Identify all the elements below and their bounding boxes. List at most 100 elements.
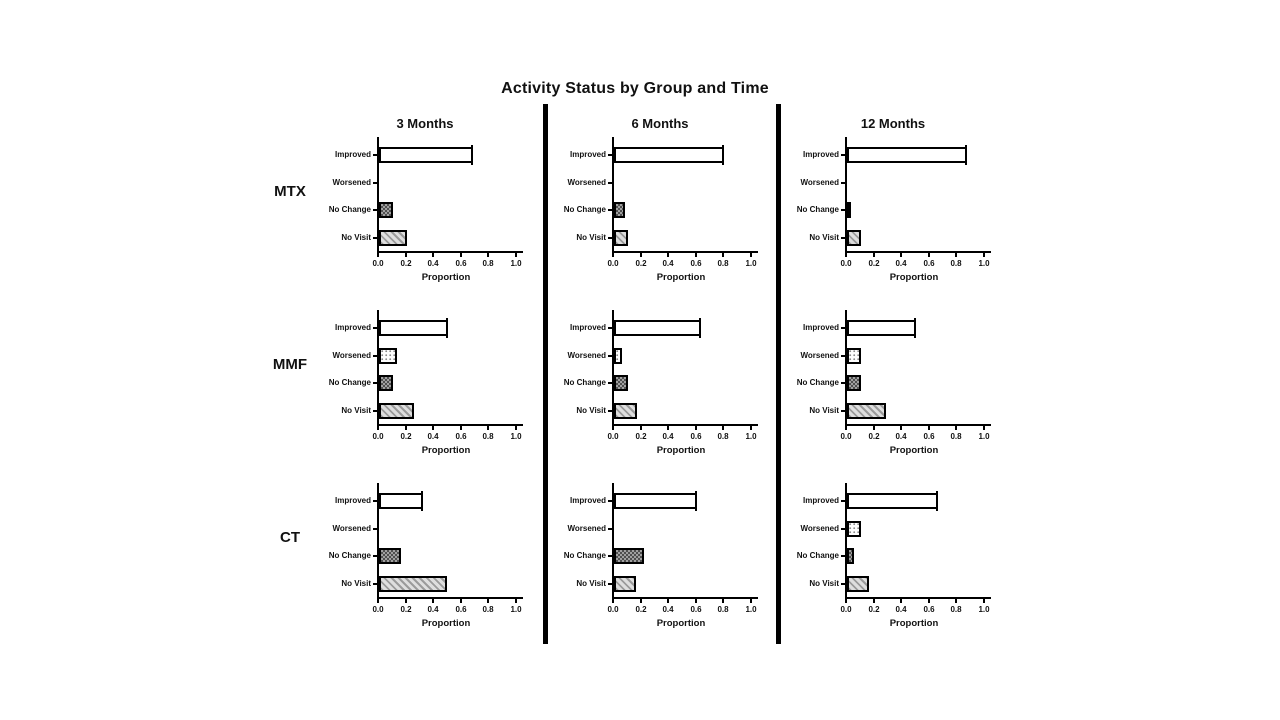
y-tick xyxy=(373,354,377,357)
bar-no-visit xyxy=(847,229,861,246)
bar-no-change xyxy=(379,548,401,564)
row-label-ct: CT xyxy=(280,529,300,546)
x-tick xyxy=(750,251,752,257)
bar-worsened xyxy=(847,347,861,364)
bar-improved xyxy=(379,320,448,336)
x-axis-label: Proportion xyxy=(889,272,939,283)
x-tick xyxy=(460,597,462,603)
x-tick-label: 0.6 xyxy=(455,432,467,441)
y-tick xyxy=(841,181,845,184)
x-tick xyxy=(983,424,985,430)
y-axis xyxy=(845,310,847,426)
x-tick xyxy=(667,251,669,257)
bar-improved xyxy=(614,493,697,509)
category-label-improved: Improved xyxy=(569,496,606,505)
x-tick xyxy=(515,251,517,257)
category-label-worsened: Worsened xyxy=(800,177,839,187)
x-tick-label: 0.8 xyxy=(717,259,729,268)
x-tick xyxy=(983,251,985,257)
y-tick xyxy=(373,527,377,530)
x-tick-label: 0.6 xyxy=(690,432,702,441)
x-tick xyxy=(900,424,902,430)
category-label-improved: Improved xyxy=(802,496,839,505)
bar-no-visit xyxy=(847,402,886,419)
x-tick-label: 0.2 xyxy=(868,605,880,614)
x-tick xyxy=(722,424,724,430)
bar-no-change xyxy=(379,375,393,391)
y-tick xyxy=(841,555,845,557)
bar-improved xyxy=(614,320,701,336)
x-tick-label: 0.2 xyxy=(400,432,412,441)
x-tick-label: 0.0 xyxy=(840,605,852,614)
category-label-worsened: Worsened xyxy=(332,523,371,533)
x-tick xyxy=(955,251,957,257)
y-tick xyxy=(841,236,845,239)
x-tick xyxy=(405,251,407,257)
x-tick-label: 0.0 xyxy=(607,432,619,441)
x-tick xyxy=(845,424,847,430)
y-axis xyxy=(377,310,379,426)
y-tick xyxy=(608,409,612,412)
x-tick-label: 1.0 xyxy=(510,259,522,268)
x-tick-label: 0.6 xyxy=(690,259,702,268)
x-tick-label: 0.0 xyxy=(372,259,384,268)
y-tick xyxy=(373,582,377,585)
x-tick-label: 1.0 xyxy=(978,259,990,268)
x-tick-label: 0.6 xyxy=(455,605,467,614)
x-tick-label: 0.0 xyxy=(607,605,619,614)
x-tick-label: 0.0 xyxy=(372,432,384,441)
category-label-no-visit: No Visit xyxy=(809,232,839,242)
x-tick-label: 0.8 xyxy=(482,259,494,268)
x-tick xyxy=(612,597,614,603)
x-tick-label: 0.4 xyxy=(427,605,439,614)
x-tick xyxy=(722,251,724,257)
y-tick xyxy=(841,582,845,585)
bar-improved xyxy=(614,147,724,163)
x-tick xyxy=(667,424,669,430)
y-tick xyxy=(608,354,612,357)
y-axis xyxy=(377,483,379,599)
x-tick xyxy=(955,424,957,430)
error-cap xyxy=(699,318,701,338)
x-tick-label: 0.2 xyxy=(400,259,412,268)
x-tick-label: 1.0 xyxy=(745,259,757,268)
category-label-improved: Improved xyxy=(334,323,371,332)
column-divider-2 xyxy=(776,104,781,644)
bar-improved xyxy=(379,147,473,163)
category-label-no-change: No Change xyxy=(796,378,839,387)
y-axis xyxy=(612,310,614,426)
x-tick xyxy=(405,597,407,603)
x-tick-label: 1.0 xyxy=(978,605,990,614)
x-tick xyxy=(460,251,462,257)
bar-no-change xyxy=(614,375,628,391)
y-tick xyxy=(841,327,845,329)
y-axis xyxy=(845,483,847,599)
bar-no-change xyxy=(379,202,393,218)
y-tick xyxy=(841,209,845,211)
x-tick xyxy=(873,251,875,257)
x-tick xyxy=(695,251,697,257)
x-tick xyxy=(750,424,752,430)
x-tick xyxy=(640,251,642,257)
column-divider-1 xyxy=(543,104,548,644)
category-label-improved: Improved xyxy=(334,150,371,159)
bar-no-visit xyxy=(379,402,414,419)
x-tick xyxy=(640,424,642,430)
bar-no-change xyxy=(614,202,625,218)
x-tick xyxy=(487,597,489,603)
column-title-2: 6 Months xyxy=(631,116,689,131)
x-tick xyxy=(377,597,379,603)
category-label-worsened: Worsened xyxy=(800,350,839,360)
x-axis xyxy=(377,424,523,426)
x-tick-label: 0.2 xyxy=(868,259,880,268)
category-label-worsened: Worsened xyxy=(567,350,606,360)
y-tick xyxy=(608,181,612,184)
category-label-no-visit: No Visit xyxy=(576,232,606,242)
bar-worsened xyxy=(379,347,397,364)
x-tick-label: 0.4 xyxy=(895,259,907,268)
x-tick xyxy=(928,424,930,430)
bar-improved xyxy=(847,493,938,509)
y-tick xyxy=(608,382,612,384)
y-tick xyxy=(373,382,377,384)
x-tick-label: 0.4 xyxy=(427,259,439,268)
